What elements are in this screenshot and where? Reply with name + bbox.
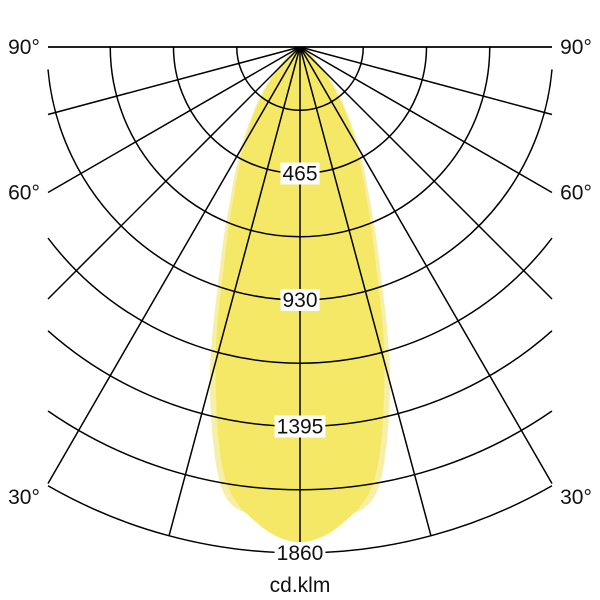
angle-label-right: 60° (560, 181, 592, 204)
tick-label-background (274, 415, 326, 438)
radial-tick-label: 1395 (277, 416, 324, 439)
grid-radial-line (299, 46, 553, 116)
grid-radial-line (299, 46, 432, 536)
angle-label-right: 90° (560, 36, 592, 59)
unit-label: cd.klm (270, 574, 331, 597)
radial-tick-label: 1860 (277, 542, 324, 565)
grid-radial-line (299, 46, 553, 484)
labels: 465 930 1395 1860 90° 90° 60° 60° 30° 30° (8, 36, 592, 565)
tick-label-background (280, 162, 320, 185)
angle-label-left: 60° (8, 181, 40, 204)
angle-label-right: 30° (560, 486, 592, 509)
tick-label-background (280, 289, 320, 311)
grid-radial-line (47, 46, 301, 194)
angle-label-left: 90° (8, 36, 40, 59)
polar-grid (47, 46, 553, 554)
tick-label-background (274, 542, 326, 564)
radial-tick-label: 465 (282, 163, 317, 186)
grid-radial-line (47, 46, 301, 300)
grid-radial-line (299, 46, 553, 300)
radial-tick-label: 930 (282, 289, 317, 312)
angle-label-left: 30° (8, 486, 40, 509)
grid-radial-line (168, 46, 301, 536)
grid-radial-line (47, 46, 301, 484)
grid-radial-line (299, 46, 553, 194)
grid-radial-line (47, 46, 301, 116)
